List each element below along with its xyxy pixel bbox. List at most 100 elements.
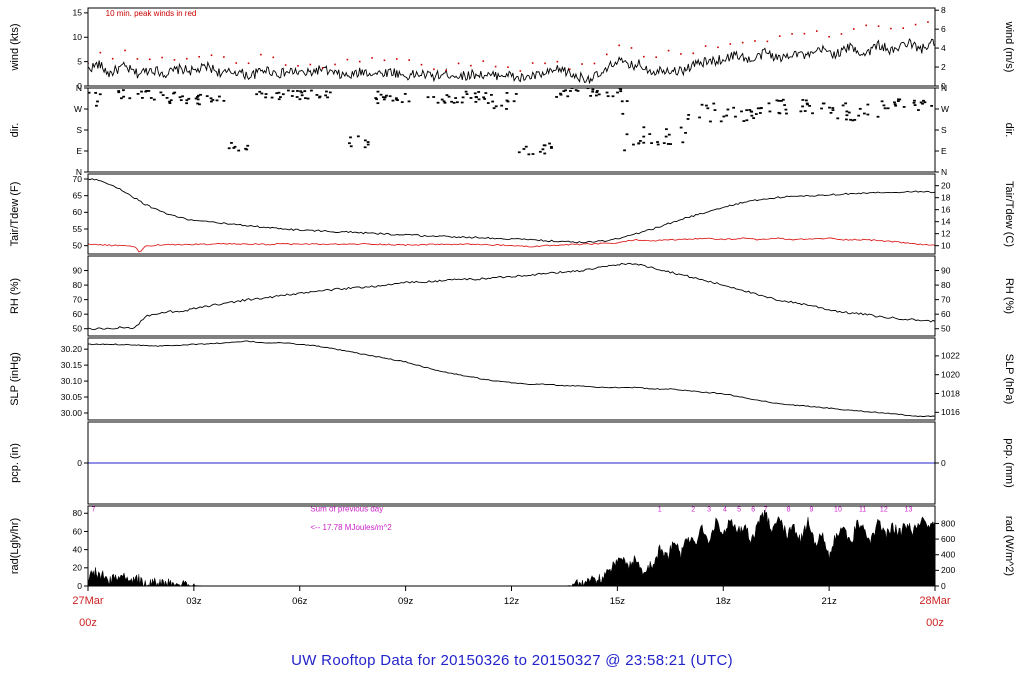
annotation: 7 bbox=[92, 507, 96, 514]
annotation: 13 bbox=[905, 507, 913, 514]
svg-text:70: 70 bbox=[73, 174, 83, 184]
svg-text:10: 10 bbox=[73, 32, 83, 42]
svg-text:20: 20 bbox=[941, 180, 951, 190]
ylabel-left-temperature: Tair/Tdew (F) bbox=[9, 182, 21, 247]
svg-text:80: 80 bbox=[73, 508, 83, 518]
ylabel-right-wind: wind (m/s) bbox=[1003, 21, 1015, 73]
svg-text:55: 55 bbox=[73, 224, 83, 234]
panel-rh: 50 60 70 80 90 50 60 70 80 90 RH (%) RH (%) bbox=[9, 255, 1015, 337]
panel-precip: 0 0 pcp. (in) pcp. (mm) bbox=[9, 421, 1015, 505]
annotation: 4 bbox=[723, 507, 727, 514]
x-tick-label: 03z bbox=[186, 596, 202, 607]
ylabel-left-wind: wind (kts) bbox=[9, 23, 21, 71]
svg-text:S: S bbox=[941, 125, 947, 135]
svg-text:18: 18 bbox=[941, 192, 951, 202]
annotation: 11 bbox=[859, 507, 866, 514]
svg-text:12: 12 bbox=[941, 228, 951, 238]
svg-text:0: 0 bbox=[941, 81, 946, 91]
svg-text:S: S bbox=[76, 125, 82, 135]
svg-text:N: N bbox=[941, 167, 947, 177]
panel-wind: 0 5 10 15 0 2 4 6 8 wind (kts) wind (m/s) 10 min. p… bbox=[9, 5, 1015, 91]
series-wind_speed_kts bbox=[88, 38, 935, 84]
svg-text:30.10: 30.10 bbox=[61, 376, 83, 386]
annotation: 1 bbox=[658, 507, 662, 514]
svg-text:W: W bbox=[941, 104, 949, 114]
svg-text:6: 6 bbox=[941, 24, 946, 34]
svg-text:4: 4 bbox=[941, 43, 946, 53]
x-tick-label: 27Mar bbox=[72, 595, 104, 607]
svg-text:400: 400 bbox=[941, 550, 955, 560]
svg-text:90: 90 bbox=[73, 265, 83, 275]
x-tick-label: 28Mar bbox=[919, 595, 951, 607]
annotation: 12 bbox=[880, 507, 888, 514]
svg-text:1018: 1018 bbox=[941, 388, 960, 398]
annotation: 6 bbox=[751, 507, 755, 514]
ylabel-right-dir: dir. bbox=[1003, 123, 1015, 138]
x-tick-label: 21z bbox=[821, 596, 837, 607]
ylabel-right-radiation: rad (W/m^2) bbox=[1003, 516, 1015, 576]
annotation: 9 bbox=[810, 507, 814, 514]
svg-text:70: 70 bbox=[73, 294, 83, 304]
ylabel-left-radiation: rad(Lgly/hr) bbox=[9, 518, 21, 574]
x-tick-label: 18z bbox=[716, 596, 732, 607]
svg-text:2: 2 bbox=[941, 62, 946, 72]
annotation: Sum of previous day bbox=[310, 505, 383, 514]
svg-text:E: E bbox=[76, 146, 82, 156]
series-sea_level_pressure_inhg bbox=[88, 340, 935, 417]
ylabel-right-temperature: Tair/Tdew (C) bbox=[1003, 181, 1015, 247]
svg-text:5: 5 bbox=[77, 56, 82, 66]
svg-text:60: 60 bbox=[941, 309, 951, 319]
svg-text:W: W bbox=[74, 104, 82, 114]
svg-text:80: 80 bbox=[73, 280, 83, 290]
svg-text:30.05: 30.05 bbox=[61, 392, 83, 402]
svg-text:60: 60 bbox=[73, 309, 83, 319]
svg-text:N: N bbox=[941, 83, 947, 93]
annotation: <-- 17.78 MJoules/m^2 bbox=[310, 523, 392, 532]
svg-text:600: 600 bbox=[941, 534, 955, 544]
svg-text:50: 50 bbox=[73, 324, 83, 334]
annotation: 5 bbox=[737, 507, 741, 514]
ylabel-right-precip: pcp. (mm) bbox=[1003, 438, 1015, 488]
ylabel-right-slp: SLP (hPa) bbox=[1003, 354, 1015, 405]
series-relative_humidity_pct bbox=[88, 262, 935, 331]
svg-text:15: 15 bbox=[73, 8, 83, 18]
annotation: 10 min. peak winds in red bbox=[106, 9, 197, 18]
svg-text:200: 200 bbox=[941, 565, 955, 575]
x-tick-label: 15z bbox=[610, 596, 626, 607]
svg-text:90: 90 bbox=[941, 265, 951, 275]
x-axis: 27Mar 00z 03z 06z 09z 12z 15z 18z 21z 28Mar 00z bbox=[72, 586, 951, 629]
svg-text:800: 800 bbox=[941, 518, 955, 528]
x-tick-label: 12z bbox=[504, 596, 520, 607]
ylabel-left-precip: pcp. (in) bbox=[9, 443, 21, 483]
series-solar_radiation bbox=[88, 509, 935, 586]
svg-text:50: 50 bbox=[941, 324, 951, 334]
x-tick-label: 09z bbox=[398, 596, 414, 607]
svg-text:20: 20 bbox=[73, 563, 83, 573]
series-air_temp_f bbox=[88, 178, 935, 244]
svg-text:70: 70 bbox=[941, 294, 951, 304]
svg-text:0: 0 bbox=[941, 581, 946, 591]
ylabel-right-rh: RH (%) bbox=[1003, 278, 1015, 314]
svg-text:0: 0 bbox=[77, 581, 82, 591]
svg-text:16: 16 bbox=[941, 204, 951, 214]
svg-text:1022: 1022 bbox=[941, 351, 960, 361]
svg-text:10: 10 bbox=[941, 240, 951, 250]
svg-text:N: N bbox=[76, 83, 82, 93]
svg-text:60: 60 bbox=[73, 526, 83, 536]
svg-text:E: E bbox=[941, 146, 947, 156]
svg-text:14: 14 bbox=[941, 216, 951, 226]
panel-slp: 30.00 30.05 30.10 30.15 30.20 1016 1018 1020 102… bbox=[9, 337, 1015, 421]
svg-text:30.20: 30.20 bbox=[61, 344, 83, 354]
svg-text:1016: 1016 bbox=[941, 407, 960, 417]
svg-text:40: 40 bbox=[73, 544, 83, 554]
x-tick-label: 06z bbox=[292, 596, 308, 607]
x-tick-label2: 00z bbox=[926, 617, 944, 629]
panel-temperature: 50 55 60 65 70 10 12 14 16 18 20 Tair/Tdew (F) Tair/… bbox=[9, 173, 1015, 255]
ylabel-left-dir: dir. bbox=[9, 123, 21, 138]
annotation: 2 bbox=[691, 507, 695, 514]
svg-text:0: 0 bbox=[941, 458, 946, 468]
annotation: 3 bbox=[707, 507, 711, 514]
